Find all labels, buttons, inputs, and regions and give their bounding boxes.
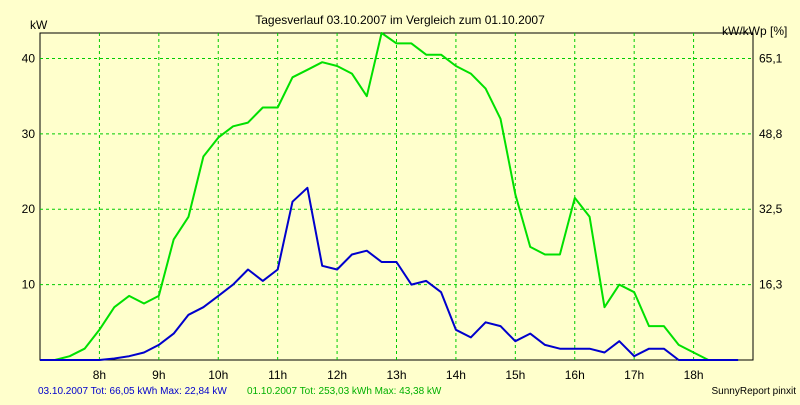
chart-title: Tagesverlauf 03.10.2007 im Vergleich zum…: [255, 13, 545, 27]
footer-series-03-10: 03.10.2007 Tot: 66,05 kWh Max: 22,84 kW: [38, 386, 227, 397]
x-tick-label: 11h: [268, 368, 287, 382]
x-tick-label: 9h: [152, 368, 165, 382]
x-ticks: 8h 9h 10h 11h 12h 13h 14h 15h 16h 17h 18h: [93, 368, 704, 382]
y-ticks-right: 16,3 32,5 48,8 65,1: [759, 51, 783, 291]
footer-brand: SunnyReport pinxit: [712, 386, 797, 397]
x-tick-label: 14h: [446, 368, 466, 382]
series-group: [40, 32, 739, 361]
y-tick-label-left: 20: [22, 202, 36, 216]
y-axis-left-label: kW: [30, 18, 48, 32]
series-line-01-10-2007: [40, 32, 739, 361]
y-tick-label-right: 48,8: [759, 127, 783, 141]
x-tick-label: 10h: [208, 368, 228, 382]
x-tick-label: 15h: [505, 368, 525, 382]
x-tick-label: 13h: [386, 368, 406, 382]
y-tick-label-right: 16,3: [759, 278, 783, 292]
y-tick-label-right: 32,5: [759, 202, 783, 216]
y-tick-label-left: 10: [22, 278, 36, 292]
series-line-03-10-2007: [40, 186, 739, 361]
y-tick-label-right: 65,1: [759, 51, 783, 65]
x-tick-label: 12h: [327, 368, 347, 382]
y-tick-label-left: 30: [22, 127, 36, 141]
y-ticks-left: 10 20 30 40: [22, 51, 36, 291]
footer-series-01-10: 01.10.2007 Tot: 253,03 kWh Max: 43,38 kW: [247, 386, 442, 397]
x-tick-label: 8h: [93, 368, 106, 382]
grid: [40, 33, 753, 360]
x-tick-label: 17h: [624, 368, 644, 382]
y-axis-right-label: kW/kWp [%]: [722, 24, 787, 38]
x-tick-label: 18h: [684, 368, 704, 382]
x-tick-label: 16h: [565, 368, 585, 382]
y-tick-label-left: 40: [22, 51, 36, 65]
